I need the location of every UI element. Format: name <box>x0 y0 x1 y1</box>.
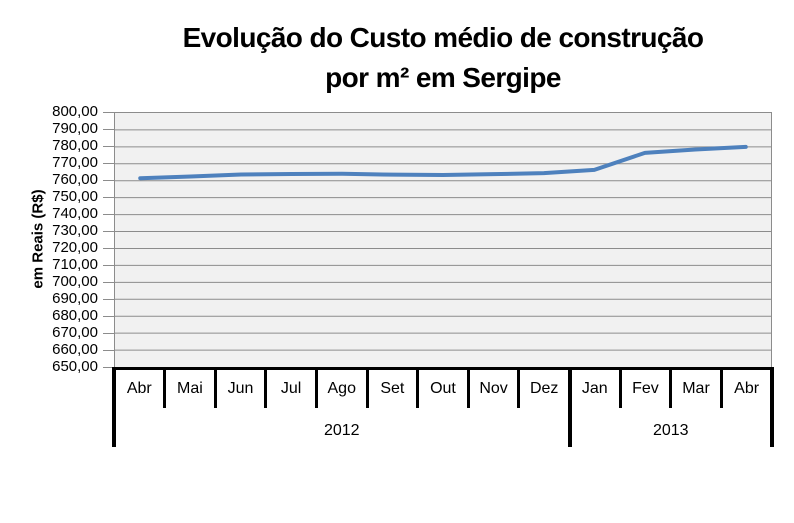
x-axis-month-label: Abr <box>114 370 166 408</box>
y-axis-tick-label: 760,00 <box>52 171 98 188</box>
chart-title-line-2: por m² em Sergipe <box>325 62 561 93</box>
y-axis-tick-label: 700,00 <box>52 273 98 290</box>
x-axis-month-label: Set <box>367 370 419 408</box>
y-axis-tick-label: 780,00 <box>52 137 98 154</box>
x-axis-month-label: Jan <box>569 370 622 408</box>
x-axis-group-separator <box>567 367 572 447</box>
x-axis-month-label: Abr <box>734 380 760 397</box>
x-axis-month-label: Jul <box>266 370 318 408</box>
y-axis-tick-label: 660,00 <box>52 341 98 358</box>
x-axis-month-label: Out <box>418 370 470 408</box>
x-axis-year-label: 2012 <box>323 421 360 439</box>
y-axis-tick-mark <box>103 112 114 113</box>
y-axis-tick-mark <box>103 350 114 351</box>
x-axis: Abr Mai Jun Jul Ago Set Out Nov Dez Jan Fev Mar Abr … <box>112 367 774 447</box>
y-axis-tick-label: 800,00 <box>52 103 98 120</box>
y-axis-tick-mark <box>103 214 114 215</box>
y-axis-tick-label: 650,00 <box>52 358 98 375</box>
y-axis-tick-mark <box>103 316 114 317</box>
plot-svg <box>115 129 771 351</box>
x-axis-month-label: Mai <box>165 370 217 408</box>
chart-title-line-1: Evolução do Custo médio de construção <box>182 22 704 53</box>
x-axis-month-label: Dez <box>529 380 559 397</box>
x-axis-year-label: 2013 <box>652 421 689 439</box>
x-axis-month-label: Fev <box>620 370 672 408</box>
y-axis-tick-mark <box>103 367 114 368</box>
data-line-series <box>138 144 748 181</box>
x-axis-group-separator <box>770 367 774 447</box>
y-axis-tick-label: 680,00 <box>52 307 98 324</box>
y-axis-tick-mark <box>103 265 114 266</box>
x-axis-group-separator <box>112 367 116 447</box>
x-axis-month-label: Ago <box>316 370 369 408</box>
y-axis-tick-label: 670,00 <box>52 324 98 341</box>
y-axis-tick-mark <box>103 146 114 147</box>
y-axis-tick-label: 750,00 <box>52 188 98 205</box>
y-axis-tick-label: 790,00 <box>52 120 98 137</box>
y-axis-tick-label: 690,00 <box>52 290 98 307</box>
y-axis-tick-mark <box>103 180 114 181</box>
y-axis-tick-label: 720,00 <box>52 239 98 256</box>
x-axis-month-row: Abr Mai Jun Jul Ago Set Out Nov Dez Jan Fev Mar Abr <box>114 367 772 408</box>
chart-title: Evolução do Custo médio de construção po… <box>100 18 786 98</box>
plot-area <box>114 112 772 367</box>
y-axis-tick-mark <box>103 231 114 232</box>
y-axis-tick-mark <box>103 248 114 249</box>
y-axis-tick-mark <box>103 163 114 164</box>
x-axis-month-label: Nov <box>468 370 520 408</box>
x-axis-year-row: 2012 2013 <box>114 408 772 447</box>
y-axis-tick-label: 730,00 <box>52 222 98 239</box>
y-axis-tick-mark <box>103 333 114 334</box>
y-axis-tick-mark <box>103 282 114 283</box>
y-axis-tick-label: 710,00 <box>52 256 98 273</box>
x-axis-month-label: Mar <box>671 370 723 408</box>
y-axis-tick-label: 740,00 <box>52 205 98 222</box>
y-axis-tick-label: 770,00 <box>52 154 98 171</box>
y-axis-tick-mark <box>103 299 114 300</box>
x-axis-month-label: Jun <box>215 370 267 408</box>
y-axis-tick-mark <box>103 129 114 130</box>
y-axis-tick-mark <box>103 197 114 198</box>
